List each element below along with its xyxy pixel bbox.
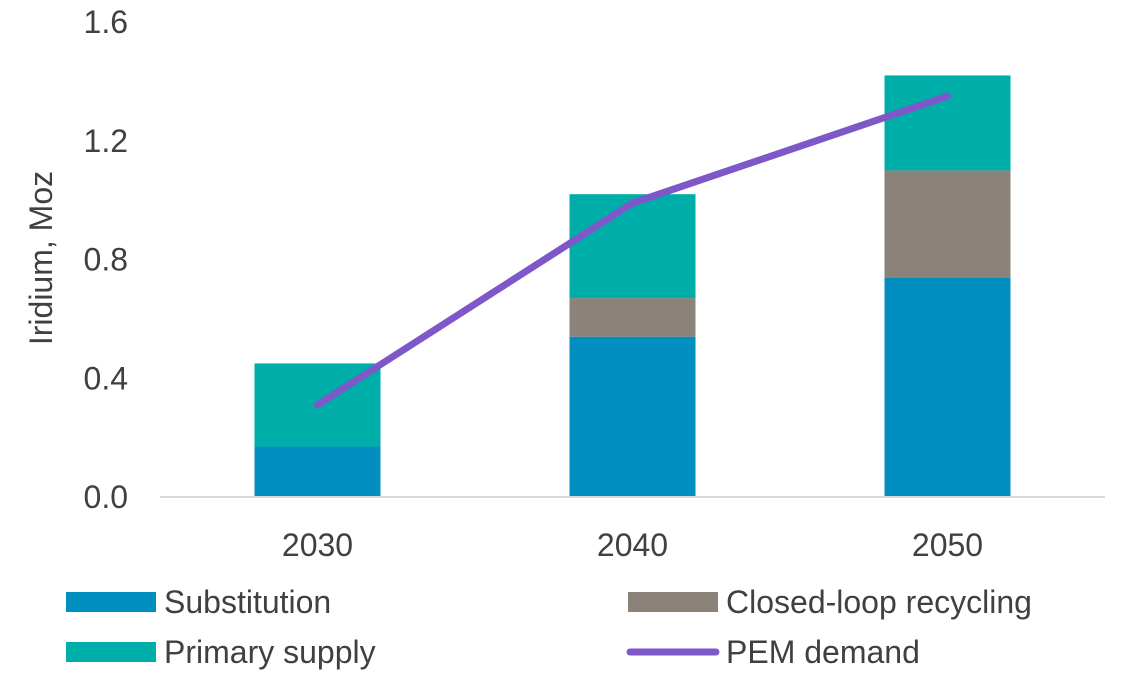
x-tick-label: 2040 — [597, 527, 668, 563]
bar-segment — [569, 194, 696, 299]
y-tick-label: 1.6 — [84, 4, 128, 40]
bar-segment — [569, 298, 696, 337]
bar-segment — [884, 277, 1011, 497]
legend-swatch — [66, 642, 156, 662]
bar-segment — [254, 446, 381, 497]
line-layer — [314, 92, 951, 409]
legend-label: Substitution — [164, 584, 331, 620]
y-axis: 0.0 0.4 0.8 1.2 1.6 — [84, 4, 128, 515]
legend-label: Closed-loop recycling — [726, 584, 1032, 620]
x-axis: 2030 2040 2050 — [282, 527, 983, 563]
legend-swatch — [628, 592, 718, 612]
y-tick-label: 1.2 — [84, 123, 128, 159]
bar-segment — [884, 170, 1011, 278]
y-tick-label: 0.4 — [84, 360, 128, 396]
y-axis-label: Iridium, Moz — [23, 171, 59, 345]
legend: Substitution Closed-loop recycling Primary… — [66, 584, 1032, 670]
bar-segment — [569, 336, 696, 497]
legend-label: Primary supply — [164, 634, 376, 670]
series-line — [314, 92, 951, 409]
y-tick-label: 0.8 — [84, 242, 128, 278]
legend-swatch — [66, 592, 156, 612]
bars — [254, 75, 1011, 497]
x-tick-label: 2030 — [282, 527, 353, 563]
bar-segment — [884, 75, 1011, 171]
y-tick-label: 0.0 — [84, 479, 128, 515]
x-tick-label: 2050 — [912, 527, 983, 563]
legend-label: PEM demand — [726, 634, 920, 670]
